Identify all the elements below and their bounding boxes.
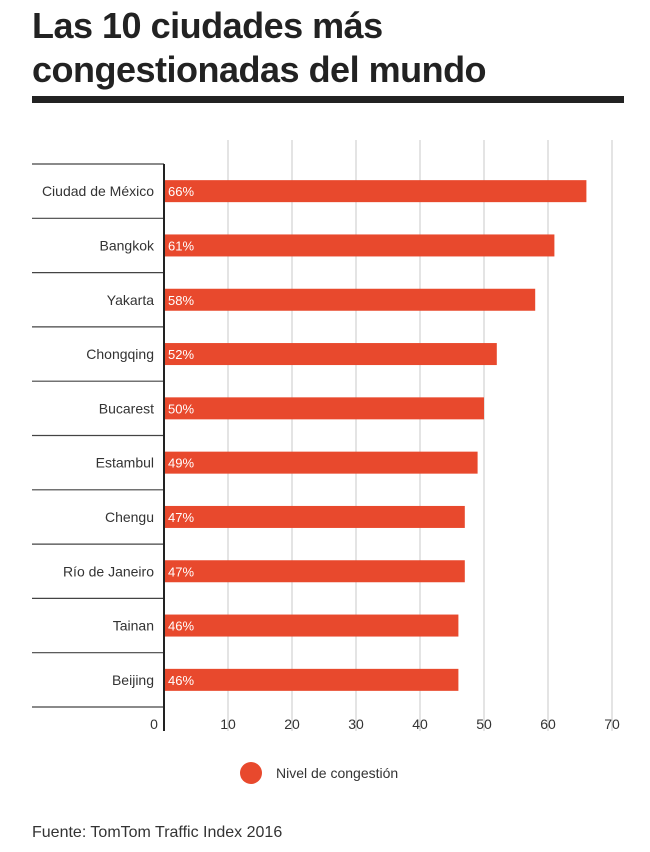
category-label: Ciudad de México (42, 183, 154, 199)
bar-value-label: 46% (168, 673, 194, 688)
title-underline (32, 96, 624, 103)
x-tick-label: 40 (412, 716, 428, 732)
bar-value-label: 50% (168, 401, 194, 416)
bar (164, 397, 484, 420)
x-tick-label: 60 (540, 716, 556, 732)
bar-value-label: 47% (168, 510, 194, 525)
category-label: Estambul (96, 455, 154, 471)
bar (164, 343, 497, 366)
legend-label: Nivel de congestión (276, 765, 399, 781)
x-tick-label: 10 (220, 716, 236, 732)
x-tick-label: 30 (348, 716, 364, 732)
category-label: Yakarta (107, 292, 154, 308)
bar (164, 560, 465, 583)
category-label: Beijing (112, 672, 154, 688)
bar-chart: 0 10 20 30 40 50 60 70 66% Ciudad de México 61% Ban… (32, 140, 620, 732)
bar (164, 234, 555, 257)
x-tick-label: 20 (284, 716, 300, 732)
bar-value-label: 61% (168, 238, 194, 253)
bar-value-label: 47% (168, 564, 194, 579)
bar (164, 451, 478, 474)
x-tick-label: 70 (604, 716, 620, 732)
bar (164, 505, 465, 528)
bar-value-label: 46% (168, 619, 194, 634)
legend-swatch (240, 762, 262, 784)
category-label: Tainan (113, 618, 154, 634)
bar (164, 288, 536, 311)
bar-value-label: 66% (168, 184, 194, 199)
source-note: Fuente: TomTom Traffic Index 2016 (32, 824, 283, 841)
legend: Nivel de congestión (240, 762, 398, 784)
bar (164, 668, 459, 691)
bar (164, 180, 587, 203)
category-label: Bucarest (99, 400, 154, 416)
category-label: Río de Janeiro (63, 563, 154, 579)
category-label: Bangkok (100, 237, 155, 253)
chart-title: Las 10 ciudades más congestionadas del m… (32, 5, 487, 90)
x-tick-label: 50 (476, 716, 492, 732)
bar-value-label: 49% (168, 456, 194, 471)
category-label: Chengu (105, 509, 154, 525)
bar-value-label: 58% (168, 293, 194, 308)
bar-value-label: 52% (168, 347, 194, 362)
category-label: Chongqing (86, 346, 154, 362)
bar (164, 614, 459, 637)
x-tick-label: 0 (150, 716, 158, 732)
